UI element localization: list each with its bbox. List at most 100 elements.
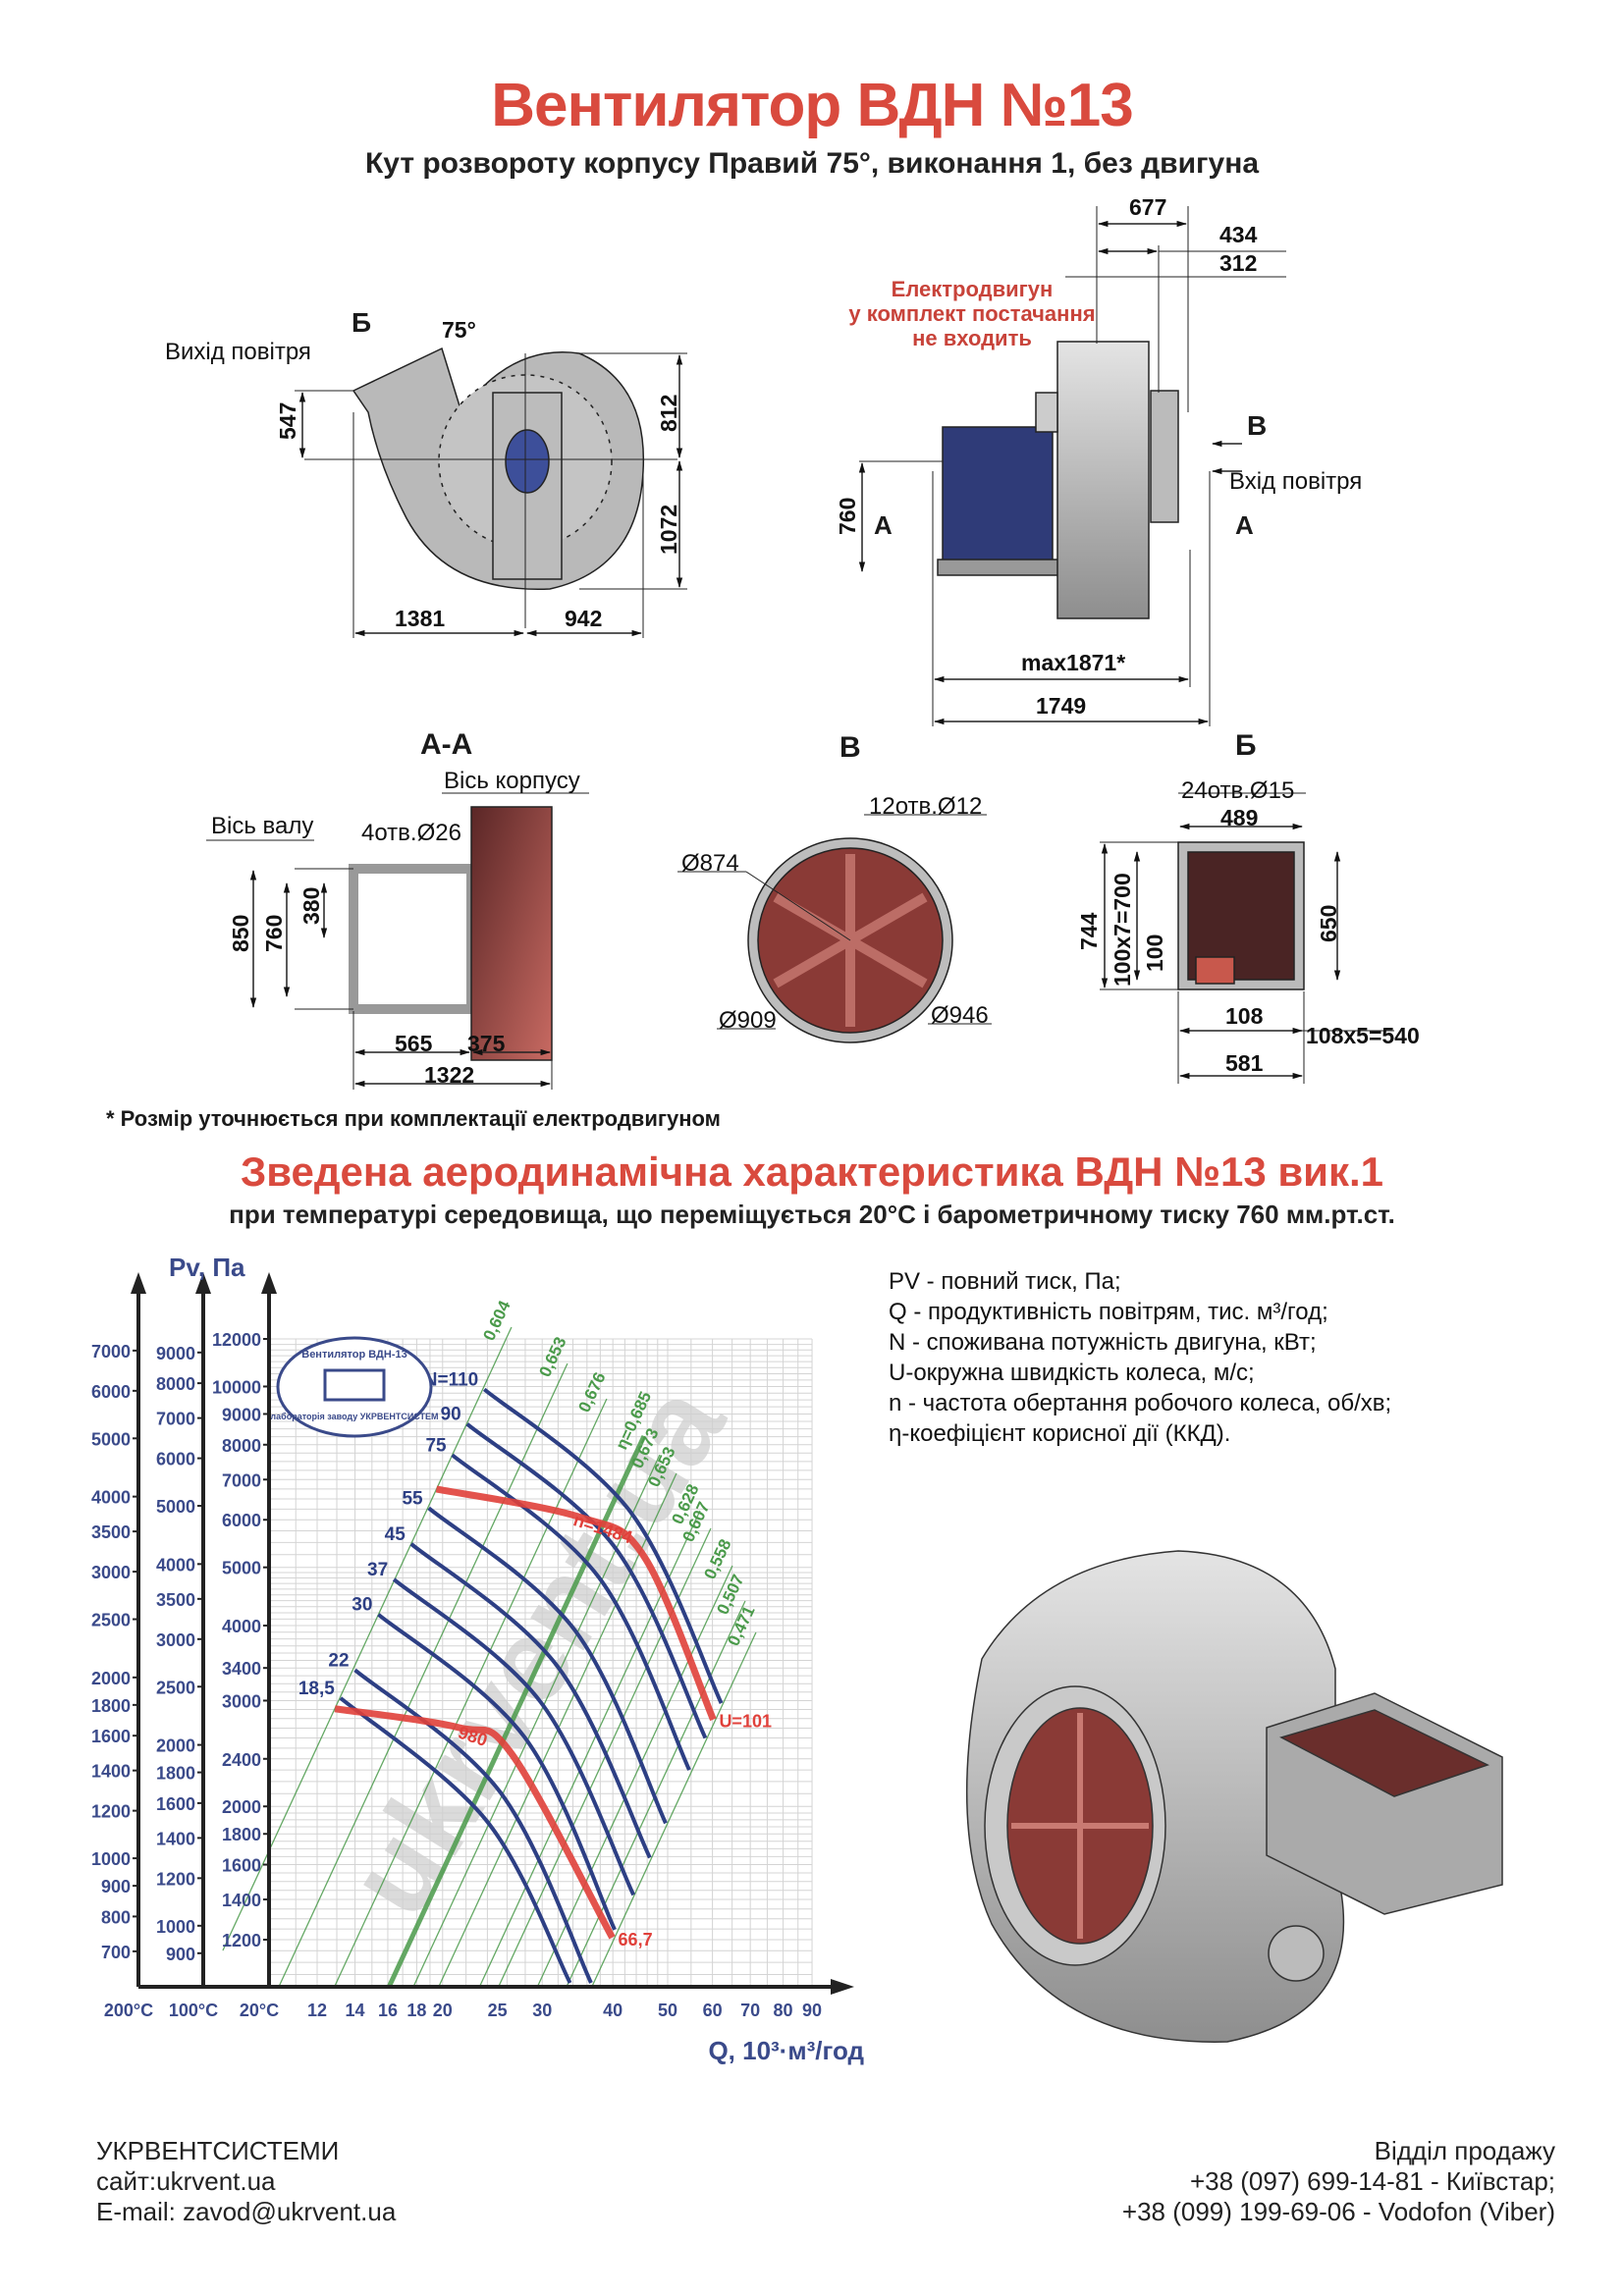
y-tick-label: 800	[101, 1907, 131, 1927]
efficiency-line	[386, 1434, 647, 1989]
housing-axis-label: Вісь корпусу	[444, 768, 580, 794]
y-tick-label: 1600	[156, 1794, 195, 1814]
y-tick-label: 2000	[222, 1797, 261, 1817]
legend-item: η-коефіцієнт корисної дії (ККД).	[889, 1420, 1231, 1447]
efficiency-line	[412, 1454, 661, 1988]
y-axis-arrow	[131, 1272, 146, 1294]
y-tick-label: 3500	[91, 1522, 131, 1542]
y-tick-label: 1200	[156, 1869, 195, 1889]
dim-489: 489	[1220, 805, 1259, 830]
y-tick-label: 5000	[222, 1559, 261, 1578]
x-axis-temperature-label: 20°С	[240, 2001, 279, 2020]
x-tick-label: 18	[406, 2001, 426, 2020]
stamp-text-top: Вентилятор ВДН-13	[301, 1349, 406, 1361]
power-curve	[465, 1422, 708, 1739]
y-tick-label: 6000	[222, 1511, 261, 1530]
page-title: Вентилятор ВДН №13	[491, 72, 1133, 139]
y-tick-label: 9000	[156, 1344, 195, 1363]
y-tick-label: 7000	[156, 1410, 195, 1429]
sales-phone-1[interactable]: +38 (097) 699-14-81 - Київстар;	[1189, 2166, 1555, 2196]
dim-375: 375	[467, 1031, 506, 1056]
y-tick-label: 6000	[91, 1382, 131, 1402]
x-tick-label: 80	[774, 2001, 793, 2020]
legend-item: N - споживана потужність двигуна, кВт;	[889, 1329, 1317, 1356]
section-mark-a-right: А	[1235, 510, 1254, 540]
y-tick-label: 1200	[91, 1802, 131, 1822]
y-axis-arrow	[195, 1272, 211, 1294]
dim-434: 434	[1219, 222, 1258, 247]
y-tick-label: 4000	[222, 1617, 261, 1636]
sales-phone-2[interactable]: +38 (099) 199-69-06 - Vodofon (Viber)	[1121, 2197, 1555, 2226]
y-tick-label: 1400	[156, 1829, 195, 1848]
section-aa-title: А-А	[420, 728, 473, 761]
y-tick-label: 8000	[222, 1436, 261, 1456]
x-tick-label: 14	[346, 2001, 365, 2020]
y-axis-arrow	[261, 1272, 277, 1294]
section-bb-title: Б	[1235, 729, 1257, 762]
company-email[interactable]: E-mail: zavod@ukrvent.ua	[96, 2197, 397, 2226]
company-name: УКРВЕНТСИСТЕМИ	[96, 2136, 340, 2165]
efficiency-line	[591, 1631, 757, 1988]
y-tick-label: 1800	[91, 1696, 131, 1716]
motor-note: Електродвигун у комплект постачання не в…	[835, 277, 1110, 350]
x-axis-arrow	[831, 1979, 854, 1995]
y-tick-label: 3000	[91, 1563, 131, 1582]
legend-item: n - частота обертання робочого колеса, о…	[889, 1390, 1392, 1416]
company-site[interactable]: сайт:ukrvent.ua	[96, 2166, 276, 2196]
chart-legend: PV - повний тиск, Па; Q - продуктивність…	[889, 1266, 1391, 1449]
section-mark-b: Б	[352, 307, 372, 338]
stamp-logo	[276, 1336, 433, 1438]
dim-d874: Ø874	[681, 850, 739, 877]
dim-max1871: max1871*	[1021, 650, 1126, 675]
section-mark-a-left: А	[874, 510, 893, 540]
footer-sales: Відділ продажу +38 (097) 699-14-81 - Киї…	[1122, 2136, 1555, 2227]
y-tick-label: 1200	[222, 1931, 261, 1950]
dim-942: 942	[565, 606, 603, 631]
power-curve-label: 18,5	[298, 1679, 335, 1699]
y-tick-label: 4000	[156, 1555, 195, 1575]
y-tick-label: 900	[101, 1877, 131, 1896]
dim-565: 565	[395, 1031, 433, 1056]
section-aa-drawing	[206, 792, 589, 1090]
y-tick-label: 6000	[156, 1450, 195, 1469]
y-tick-label: 10000	[212, 1377, 261, 1397]
section-bb-drawing	[1100, 792, 1394, 1084]
chart-section-subtitle: при температурі середовища, що переміщує…	[229, 1200, 1395, 1229]
angle-label: 75°	[442, 317, 476, 343]
y-tick-label: 1400	[222, 1891, 261, 1910]
speed-curve	[435, 1485, 717, 1722]
x-tick-label: 70	[740, 2001, 760, 2020]
dim-d946: Ø946	[931, 1002, 989, 1029]
power-curve	[392, 1577, 635, 1896]
side-view-drawing	[858, 206, 1286, 726]
y-tick-label: 2000	[91, 1669, 131, 1688]
x-axis-temperature-label: 200°С	[104, 2001, 153, 2020]
dim-d909: Ø909	[719, 1007, 777, 1034]
power-curve	[427, 1506, 668, 1825]
x-tick-label: 40	[603, 2001, 623, 2020]
x-tick-label: 60	[703, 2001, 723, 2020]
y-tick-label: 7000	[91, 1342, 131, 1362]
front-view-drawing	[295, 347, 687, 638]
aa-holes-label: 4отв.Ø26	[361, 820, 461, 846]
y-tick-label: 9000	[222, 1405, 261, 1424]
y-tick-label: 1600	[91, 1727, 131, 1746]
y-tick-label: 8000	[156, 1374, 195, 1394]
power-curve	[353, 1668, 593, 1984]
x-axis-temperature-label: 100°С	[169, 2001, 218, 2020]
efficiency-line	[566, 1600, 746, 1988]
y-tick-label: 3000	[222, 1691, 261, 1711]
y-tick-label: 700	[101, 1943, 131, 1962]
footnote: * Розмір уточнюється при комплектації ел…	[106, 1106, 721, 1131]
dim-581: 581	[1225, 1050, 1264, 1076]
motor-note-line: у комплект постачання	[848, 301, 1096, 326]
chart-section-title: Зведена аеродинамічна характеристика ВДН…	[240, 1148, 1384, 1195]
y-tick-label: 1400	[91, 1762, 131, 1782]
power-curve	[409, 1542, 652, 1859]
legend-item: PV - повний тиск, Па;	[889, 1268, 1121, 1295]
b-holes-label: 12отв.Ø12	[869, 793, 983, 820]
power-curve-label: N=110	[424, 1369, 478, 1390]
y-tick-label: 5000	[156, 1497, 195, 1517]
